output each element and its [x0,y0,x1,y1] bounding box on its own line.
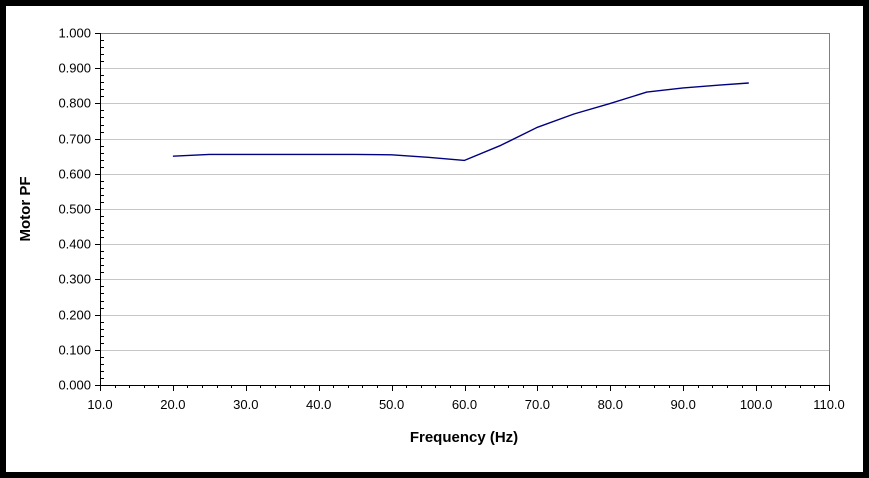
y-tick-label: 0.300 [58,272,91,287]
motor-pf-series-line [172,82,749,162]
x-tick-label: 30.0 [233,397,258,412]
y-tick-label: 0.800 [58,96,91,111]
x-tick-label: 80.0 [598,397,623,412]
y-tick-label: 0.400 [58,237,91,252]
x-tick-label: 60.0 [452,397,477,412]
x-tick-label: 110.0 [813,397,845,412]
x-tick-label: 20.0 [160,397,185,412]
y-tick-label: 0.600 [58,167,91,182]
y-tick-label: 0.500 [58,202,91,217]
y-tick-label: 0.700 [58,132,91,147]
x-tick-label: 100.0 [740,397,773,412]
motor-pf-line-chart: 0.000 0.100 0.200 0.300 0.400 0.500 0.600 0.700… [17,26,845,447]
y-tick-label: 0.000 [58,378,91,393]
x-tick-label: 90.0 [671,397,696,412]
y-tick-label: 0.100 [58,343,91,358]
x-tick-label: 40.0 [306,397,331,412]
x-axis-title: Frequency (Hz) [410,429,518,446]
x-tick-label: 50.0 [379,397,404,412]
x-tick-label: 70.0 [525,397,550,412]
y-axis-title: Motor PF [17,177,34,242]
x-tick-label: 10.0 [87,397,112,412]
y-tick-label: 1.000 [58,26,91,41]
chart-generated-layer: 0.000 0.100 0.200 0.300 0.400 0.500 0.600 0.700… [58,26,844,413]
y-tick-label: 0.200 [58,308,91,323]
y-tick-label: 0.900 [58,61,91,76]
